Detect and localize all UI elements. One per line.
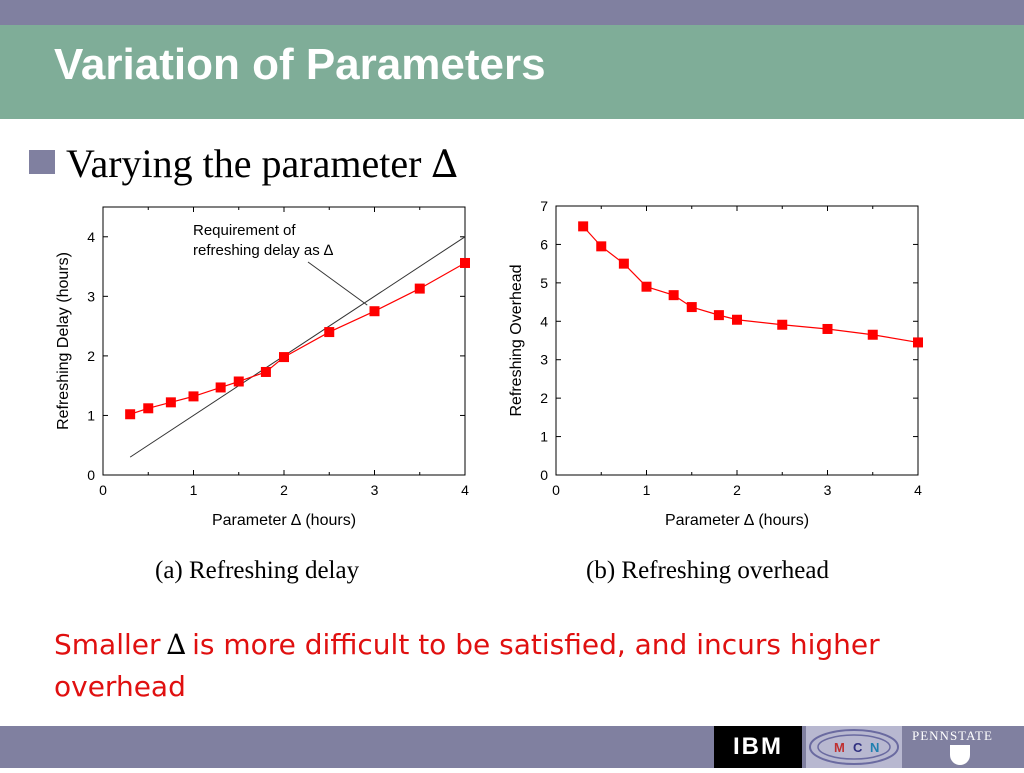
bullet-text: Varying the parameter bbox=[66, 141, 422, 186]
data-point bbox=[777, 319, 788, 330]
data-point bbox=[188, 391, 199, 402]
chart-refreshing-overhead: 0 1 2 3 4 0 1 2 3 4 5 6 7 Parameter ∆ (hours) Refreshi… bbox=[508, 198, 923, 529]
annotation-line-2: refreshing delay as ∆ bbox=[193, 242, 334, 259]
mcn-letter-c: C bbox=[853, 740, 863, 755]
bullet-square-icon bbox=[29, 150, 55, 174]
caption-b: (b) Refreshing overhead bbox=[586, 557, 829, 584]
data-point bbox=[732, 314, 742, 325]
mcn-logo: M C N bbox=[806, 726, 902, 768]
delta-symbol: ∆ bbox=[431, 142, 458, 186]
data-point bbox=[125, 409, 136, 420]
chart-refreshing-delay: 0 1 2 3 4 0 1 2 3 4 Parameter ∆ (hours) Refreshing … bbox=[55, 206, 470, 529]
data-point bbox=[618, 258, 629, 269]
x-tick-label: 3 bbox=[824, 482, 832, 498]
data-point bbox=[143, 403, 154, 414]
plot-frame bbox=[555, 205, 919, 476]
data-point bbox=[233, 376, 244, 387]
data-point bbox=[668, 290, 679, 301]
y-tick-label: 2 bbox=[540, 390, 548, 406]
y-tick-label: 1 bbox=[87, 407, 95, 423]
x-axis-label: Parameter ∆ (hours) bbox=[665, 512, 809, 529]
x-tick-label: 2 bbox=[280, 482, 288, 498]
data-point bbox=[279, 352, 289, 363]
x-tick-label: 3 bbox=[371, 482, 379, 498]
data-point bbox=[578, 221, 589, 232]
y-tick-label: 4 bbox=[540, 313, 548, 329]
data-point bbox=[641, 281, 652, 292]
x-tick-label: 0 bbox=[99, 482, 107, 498]
mcn-letter-n: N bbox=[870, 740, 879, 755]
y-tick-label: 3 bbox=[87, 288, 95, 304]
y-tick-label: 3 bbox=[540, 352, 548, 368]
x-axis-label: Parameter ∆ (hours) bbox=[212, 512, 356, 529]
mcn-letter-m: M bbox=[834, 740, 845, 755]
x-tick-label: 1 bbox=[190, 482, 198, 498]
annotation-pointer bbox=[307, 261, 368, 306]
y-tick-label: 0 bbox=[87, 467, 95, 483]
conclusion-note: Smaller ∆ is more difficult to be satisfie… bbox=[54, 624, 914, 708]
data-point bbox=[867, 329, 878, 340]
data-point bbox=[822, 323, 833, 334]
pennstate-name: PENNSTATE bbox=[912, 728, 993, 743]
x-tick-label: 0 bbox=[552, 482, 560, 498]
x-tick-label: 1 bbox=[643, 482, 651, 498]
data-point bbox=[369, 306, 380, 317]
x-tick-label: 4 bbox=[914, 482, 922, 498]
y-tick-label: 4 bbox=[87, 229, 95, 245]
data-point bbox=[165, 397, 176, 408]
caption-a: (a) Refreshing delay bbox=[155, 557, 360, 584]
data-point bbox=[215, 382, 226, 393]
data-point bbox=[414, 283, 425, 294]
y-tick-label: 6 bbox=[540, 236, 548, 252]
pennstate-logo: PENNSTATE bbox=[904, 726, 1024, 768]
x-tick-label: 4 bbox=[461, 482, 469, 498]
y-tick-label: 2 bbox=[87, 348, 95, 364]
pennstate-shield-icon bbox=[950, 745, 970, 765]
x-tick-label: 2 bbox=[733, 482, 741, 498]
data-point bbox=[324, 327, 335, 338]
bullet-line: Varying the parameter ∆ bbox=[66, 140, 458, 187]
data-point bbox=[913, 337, 923, 348]
top-band bbox=[0, 0, 1024, 25]
data-point bbox=[260, 366, 271, 377]
series-line bbox=[582, 225, 919, 344]
annotation-line-1: Requirement of bbox=[193, 222, 296, 239]
note-prefix: Smaller bbox=[54, 628, 161, 661]
data-point bbox=[596, 241, 607, 252]
title-bar bbox=[0, 25, 1024, 119]
y-axis-label: Refreshing Overhead bbox=[508, 264, 525, 416]
reference-line bbox=[129, 236, 466, 458]
y-tick-label: 7 bbox=[540, 198, 548, 214]
y-axis-label: Refreshing Delay (hours) bbox=[55, 252, 72, 430]
note-delta-symbol: ∆ bbox=[166, 628, 187, 661]
data-point bbox=[686, 302, 697, 313]
y-tick-label: 0 bbox=[540, 467, 548, 483]
y-tick-label: 5 bbox=[540, 275, 548, 291]
note-rest: is more difficult to be satisfied, and i… bbox=[54, 628, 880, 703]
y-tick-label: 1 bbox=[540, 429, 548, 445]
mcn-logo-graphic: M C N bbox=[809, 729, 899, 765]
data-point bbox=[460, 257, 470, 268]
data-point bbox=[713, 310, 724, 321]
charts-canvas: 0 1 2 3 4 0 1 2 3 4 Parameter ∆ (hours) Refreshing … bbox=[55, 198, 923, 529]
slide-title: Variation of Parameters bbox=[54, 40, 546, 89]
ibm-logo: IBM bbox=[714, 726, 802, 768]
